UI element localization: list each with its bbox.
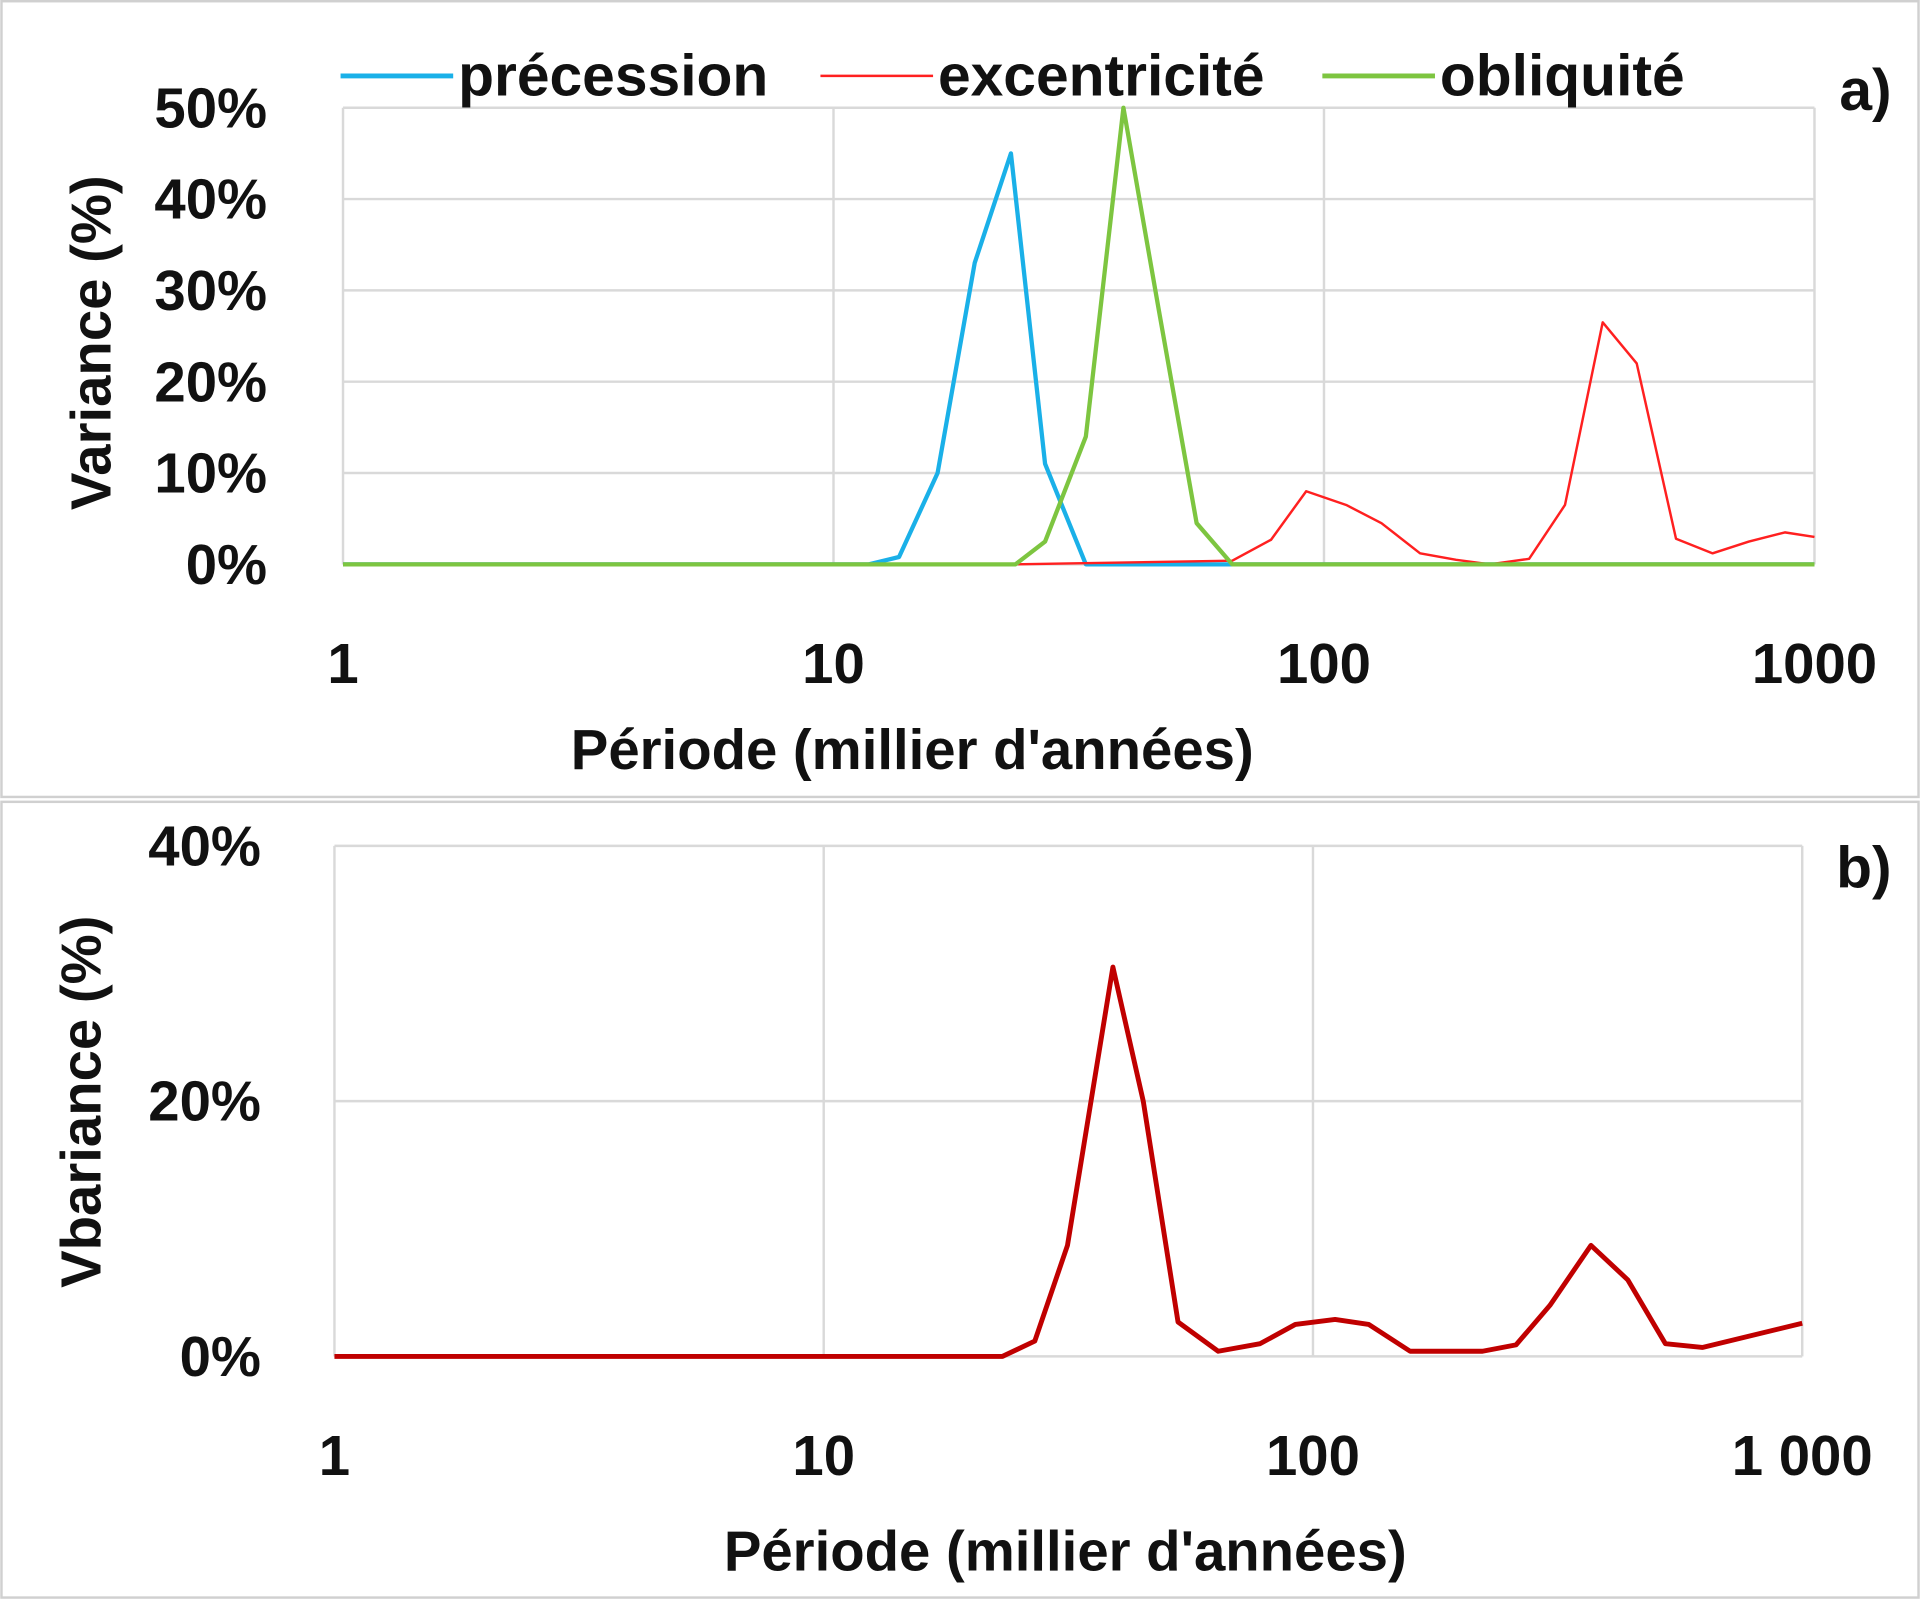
x-tick-label: 10 [792,1424,855,1487]
legend-label: obliquité [1440,43,1685,108]
x-tick-label: 1 [327,632,358,695]
panel-a: 0% 10% 20% 30% 40% 50% 1 10 100 1000 Période (mi… [59,43,1891,780]
x-tick-label: 100 [1266,1424,1360,1487]
y-tick-label: 20% [154,350,267,413]
y-tick-label: 10% [154,442,267,505]
x-tick-label: 1 [319,1424,350,1487]
series-line-1 [1015,321,1815,566]
y-axis-label-b: Vbariance (%) [50,916,113,1288]
legend-label: précession [458,43,768,108]
y-axis-label-a: Variance (%) [59,175,122,510]
panel-a-frame [0,0,1920,799]
x-tick-label: 100 [1277,632,1371,695]
y-tick-label: 40% [154,168,267,231]
x-tick-label: 10 [802,632,865,695]
x-axis-label-b: Période (millier d'années) [724,1520,1407,1583]
legend-label: excentricité [938,43,1265,108]
panel-b-frame [0,800,1920,1599]
x-tick-label: 1000 [1752,632,1877,695]
x-tick-label: 1 000 [1732,1424,1873,1487]
y-tick-label: 50% [154,76,267,139]
series-line-0 [334,964,1803,1359]
panel-label-b: b) [1836,836,1891,901]
y-tick-label: 30% [154,259,267,322]
y-tick-label: 0% [186,533,267,596]
panel-label-a: a) [1839,58,1891,123]
x-axis-label-a: Période (millier d'années) [571,718,1254,781]
y-tick-label: 0% [180,1325,261,1388]
panel-b: 0% 20% 40% 1 10 100 1 000 Période (millier d'… [50,814,1892,1582]
legend: précession excentricité obliquité [340,43,1685,108]
y-tick-label: 20% [148,1070,261,1133]
series-line-0 [343,151,1815,567]
y-tick-label: 40% [148,814,261,877]
